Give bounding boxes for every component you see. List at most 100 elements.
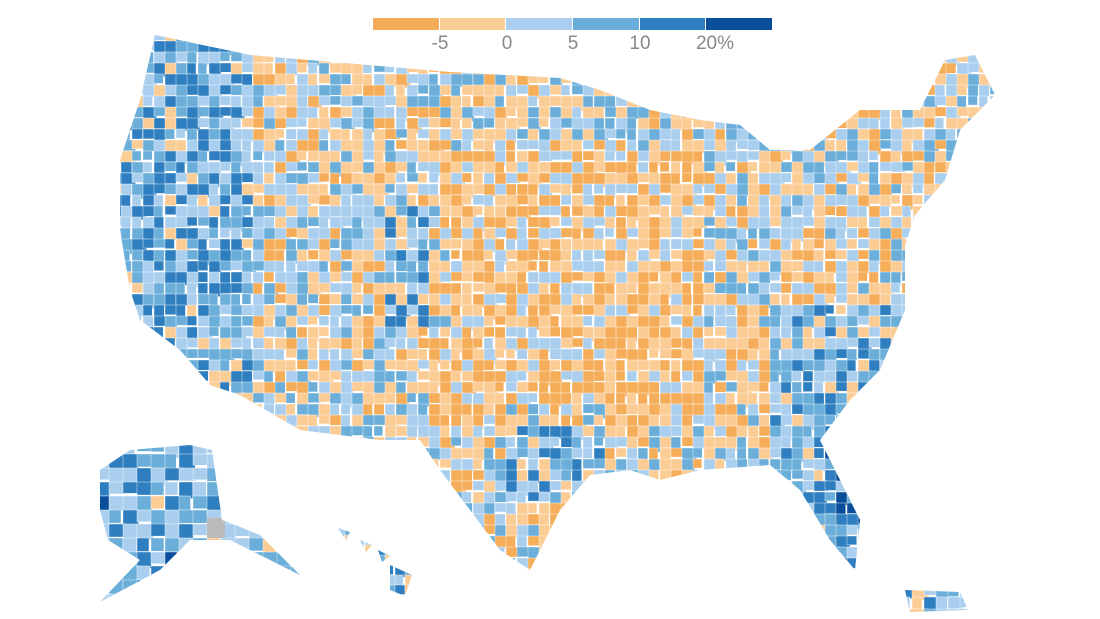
county bbox=[989, 227, 995, 239]
county bbox=[230, 436, 242, 448]
county bbox=[967, 128, 982, 141]
county bbox=[945, 524, 961, 536]
county bbox=[912, 348, 926, 362]
county bbox=[692, 480, 704, 494]
county bbox=[857, 117, 871, 130]
county bbox=[989, 480, 995, 495]
county bbox=[769, 348, 780, 362]
county bbox=[219, 425, 236, 436]
county bbox=[340, 403, 351, 415]
county bbox=[120, 62, 132, 79]
county bbox=[461, 293, 472, 306]
county bbox=[824, 326, 837, 337]
county bbox=[604, 392, 615, 406]
county bbox=[241, 568, 255, 570]
county bbox=[692, 84, 709, 100]
county bbox=[516, 62, 532, 76]
county bbox=[923, 216, 935, 227]
county bbox=[131, 51, 146, 67]
county bbox=[394, 528, 409, 538]
county bbox=[890, 502, 903, 519]
county bbox=[120, 40, 124, 54]
county bbox=[681, 95, 696, 107]
county bbox=[692, 491, 705, 504]
county bbox=[373, 491, 386, 506]
county bbox=[329, 194, 341, 208]
county bbox=[505, 557, 516, 570]
county bbox=[868, 491, 882, 504]
county bbox=[835, 436, 846, 450]
county bbox=[329, 480, 344, 494]
county bbox=[252, 62, 265, 75]
county bbox=[846, 425, 862, 440]
county bbox=[824, 51, 838, 65]
county bbox=[384, 594, 399, 596]
county bbox=[945, 293, 958, 306]
county bbox=[120, 73, 136, 89]
county bbox=[758, 513, 770, 524]
county bbox=[338, 574, 345, 585]
county bbox=[220, 593, 239, 602]
county bbox=[703, 216, 716, 227]
county bbox=[747, 117, 762, 129]
county bbox=[549, 326, 561, 337]
county bbox=[450, 414, 462, 427]
county bbox=[824, 370, 837, 383]
county bbox=[978, 216, 993, 230]
county bbox=[450, 568, 461, 570]
county bbox=[571, 183, 584, 194]
county bbox=[461, 480, 473, 491]
county bbox=[758, 480, 770, 492]
county bbox=[626, 293, 639, 306]
county bbox=[736, 557, 750, 570]
county bbox=[241, 458, 257, 475]
county bbox=[835, 73, 848, 85]
county bbox=[234, 481, 247, 495]
county bbox=[186, 568, 199, 570]
county bbox=[582, 62, 594, 76]
county bbox=[703, 425, 715, 437]
county bbox=[747, 535, 759, 546]
county bbox=[395, 524, 409, 535]
county bbox=[285, 62, 298, 76]
county bbox=[373, 128, 387, 141]
county bbox=[178, 551, 196, 569]
county bbox=[923, 84, 936, 96]
county bbox=[252, 392, 266, 403]
county bbox=[120, 282, 131, 295]
county bbox=[615, 337, 627, 351]
county bbox=[846, 568, 858, 570]
county bbox=[120, 271, 121, 287]
county bbox=[747, 84, 762, 98]
county bbox=[703, 502, 719, 516]
county bbox=[549, 524, 566, 538]
county bbox=[912, 535, 925, 549]
county bbox=[923, 260, 936, 271]
county bbox=[230, 271, 243, 283]
county bbox=[560, 491, 571, 505]
county bbox=[923, 370, 935, 384]
county bbox=[791, 73, 805, 84]
county bbox=[967, 73, 981, 86]
county bbox=[582, 557, 597, 570]
county bbox=[206, 579, 223, 594]
county bbox=[747, 546, 762, 557]
county bbox=[263, 172, 274, 184]
county bbox=[219, 414, 230, 431]
county bbox=[736, 51, 748, 68]
county bbox=[659, 161, 670, 173]
county bbox=[494, 95, 505, 108]
county bbox=[549, 502, 562, 515]
county bbox=[857, 106, 870, 120]
county bbox=[329, 150, 341, 163]
county bbox=[681, 62, 698, 78]
county bbox=[220, 551, 238, 564]
county bbox=[494, 546, 505, 561]
county bbox=[120, 315, 124, 329]
county bbox=[483, 95, 497, 109]
county bbox=[978, 161, 992, 174]
county bbox=[615, 260, 626, 274]
county bbox=[879, 293, 891, 306]
county bbox=[219, 304, 233, 315]
county bbox=[758, 117, 775, 129]
